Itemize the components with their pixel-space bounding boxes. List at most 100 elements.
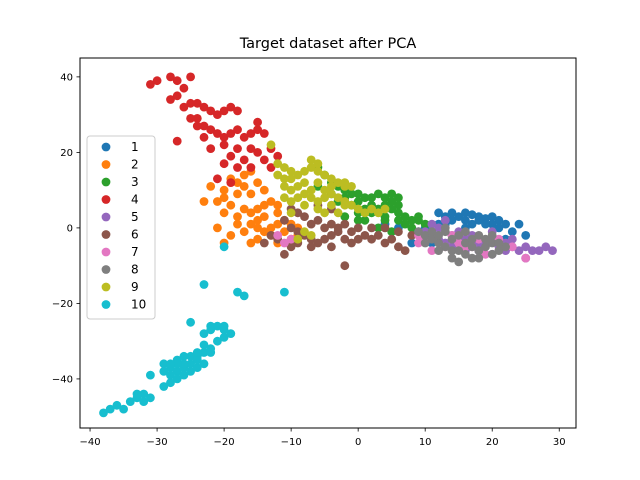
point-series-2-36: [280, 227, 289, 237]
point-series-10-28: [166, 370, 175, 380]
point-series-6-12: [360, 231, 370, 240]
point-series-10-11: [159, 359, 169, 369]
point-series-6-32: [333, 223, 343, 233]
point-series-1-11: [507, 227, 517, 237]
point-series-8-6: [454, 231, 464, 240]
point-series-6-26: [313, 215, 323, 225]
point-series-4-0: [146, 80, 155, 89]
legend-marker-7: [101, 247, 111, 257]
point-series-4-36: [219, 140, 229, 150]
x-tick-label-3: −10: [281, 437, 302, 448]
point-series-2-6: [239, 182, 249, 191]
point-series-2-0: [206, 182, 216, 191]
point-series-6-14: [373, 231, 383, 240]
point-series-3-5: [347, 189, 356, 199]
point-series-4-22: [233, 125, 242, 135]
point-series-9-33: [273, 170, 283, 180]
point-series-10-36: [179, 359, 189, 369]
point-series-10-13: [172, 367, 182, 376]
point-series-6-5: [313, 238, 323, 248]
point-series-8-25: [440, 223, 450, 233]
point-series-1-30: [494, 223, 504, 233]
point-series-9-17: [280, 182, 289, 191]
point-series-2-26: [253, 223, 262, 233]
point-series-1-18: [481, 219, 490, 229]
point-series-8-9: [474, 246, 484, 256]
point-series-5-30: [427, 219, 437, 229]
point-series-3-23: [407, 215, 417, 225]
point-series-8-15: [461, 249, 470, 259]
point-series-3-12: [394, 200, 403, 210]
point-series-8-19: [427, 227, 437, 237]
chart-title: Target dataset after PCA: [239, 36, 417, 52]
point-series-4-12: [213, 110, 222, 119]
point-series-5-18: [548, 246, 557, 256]
point-series-10-51: [192, 348, 202, 357]
point-series-10-33: [179, 370, 189, 380]
point-series-9-43: [340, 200, 350, 210]
point-series-8-11: [487, 238, 497, 248]
legend-label-1: 1: [131, 140, 139, 154]
point-series-6-2: [293, 227, 303, 237]
legend: 1 2 3 4 5 6 7 8 9 10: [86, 135, 156, 320]
legend-marker-5: [101, 212, 111, 222]
point-series-8-31: [434, 246, 443, 256]
point-series-6-41: [266, 231, 276, 240]
point-series-10-6: [139, 389, 149, 399]
point-series-9-37: [306, 185, 316, 195]
x-tick-label-7: 30: [553, 437, 566, 448]
point-series-6-9: [340, 234, 350, 244]
point-series-10-7: [146, 393, 155, 403]
legend-label-8: 8: [131, 263, 139, 277]
point-series-9-38: [293, 193, 303, 203]
point-series-6-31: [320, 223, 329, 233]
point-series-9-45: [300, 227, 309, 237]
point-series-2-14: [239, 204, 249, 214]
point-series-9-35: [327, 182, 336, 191]
point-series-10-52: [166, 359, 175, 369]
x-tick-label-2: −20: [214, 437, 235, 448]
point-series-7-11: [507, 242, 517, 252]
point-series-1-0: [434, 208, 443, 218]
point-series-3-43: [380, 215, 390, 225]
point-series-5-27: [507, 234, 517, 244]
point-series-4-1: [152, 76, 162, 86]
point-series-4-40: [172, 136, 182, 146]
point-series-9-46: [306, 231, 316, 240]
point-series-8-30: [454, 257, 464, 267]
point-series-3-26: [394, 215, 403, 225]
point-series-6-0: [280, 215, 289, 225]
point-series-10-3: [119, 404, 128, 414]
legend-label-9: 9: [131, 280, 139, 294]
points-layer: [99, 72, 557, 418]
point-series-9-50: [340, 178, 350, 188]
point-series-1-1: [447, 208, 457, 218]
point-series-10-45: [239, 291, 249, 301]
x-tick-label-4: 0: [355, 437, 361, 448]
point-series-1-12: [487, 219, 497, 229]
point-series-4-13: [219, 106, 229, 116]
point-series-3-34: [394, 193, 403, 203]
point-series-3-20: [387, 204, 397, 214]
point-series-10-37: [192, 355, 202, 365]
point-series-8-3: [434, 238, 443, 248]
point-series-4-32: [233, 163, 242, 172]
point-series-9-12: [313, 159, 323, 169]
point-series-4-10: [199, 102, 209, 112]
point-series-2-7: [253, 178, 262, 188]
point-series-4-26: [259, 129, 269, 138]
point-series-2-40: [213, 223, 222, 233]
point-series-8-23: [501, 242, 510, 252]
point-series-2-9: [246, 189, 256, 199]
point-series-7-2: [273, 231, 283, 240]
point-series-4-11: [206, 106, 216, 116]
point-series-4-14: [226, 102, 236, 112]
point-series-2-27: [266, 223, 276, 233]
point-series-4-3: [172, 76, 182, 86]
point-series-5-15: [521, 242, 531, 252]
point-series-2-11: [219, 193, 229, 203]
point-series-9-21: [320, 193, 329, 203]
point-series-9-6: [306, 163, 316, 172]
x-axis: −40 −30 −20 −10 0 10 20 30: [79, 428, 566, 448]
